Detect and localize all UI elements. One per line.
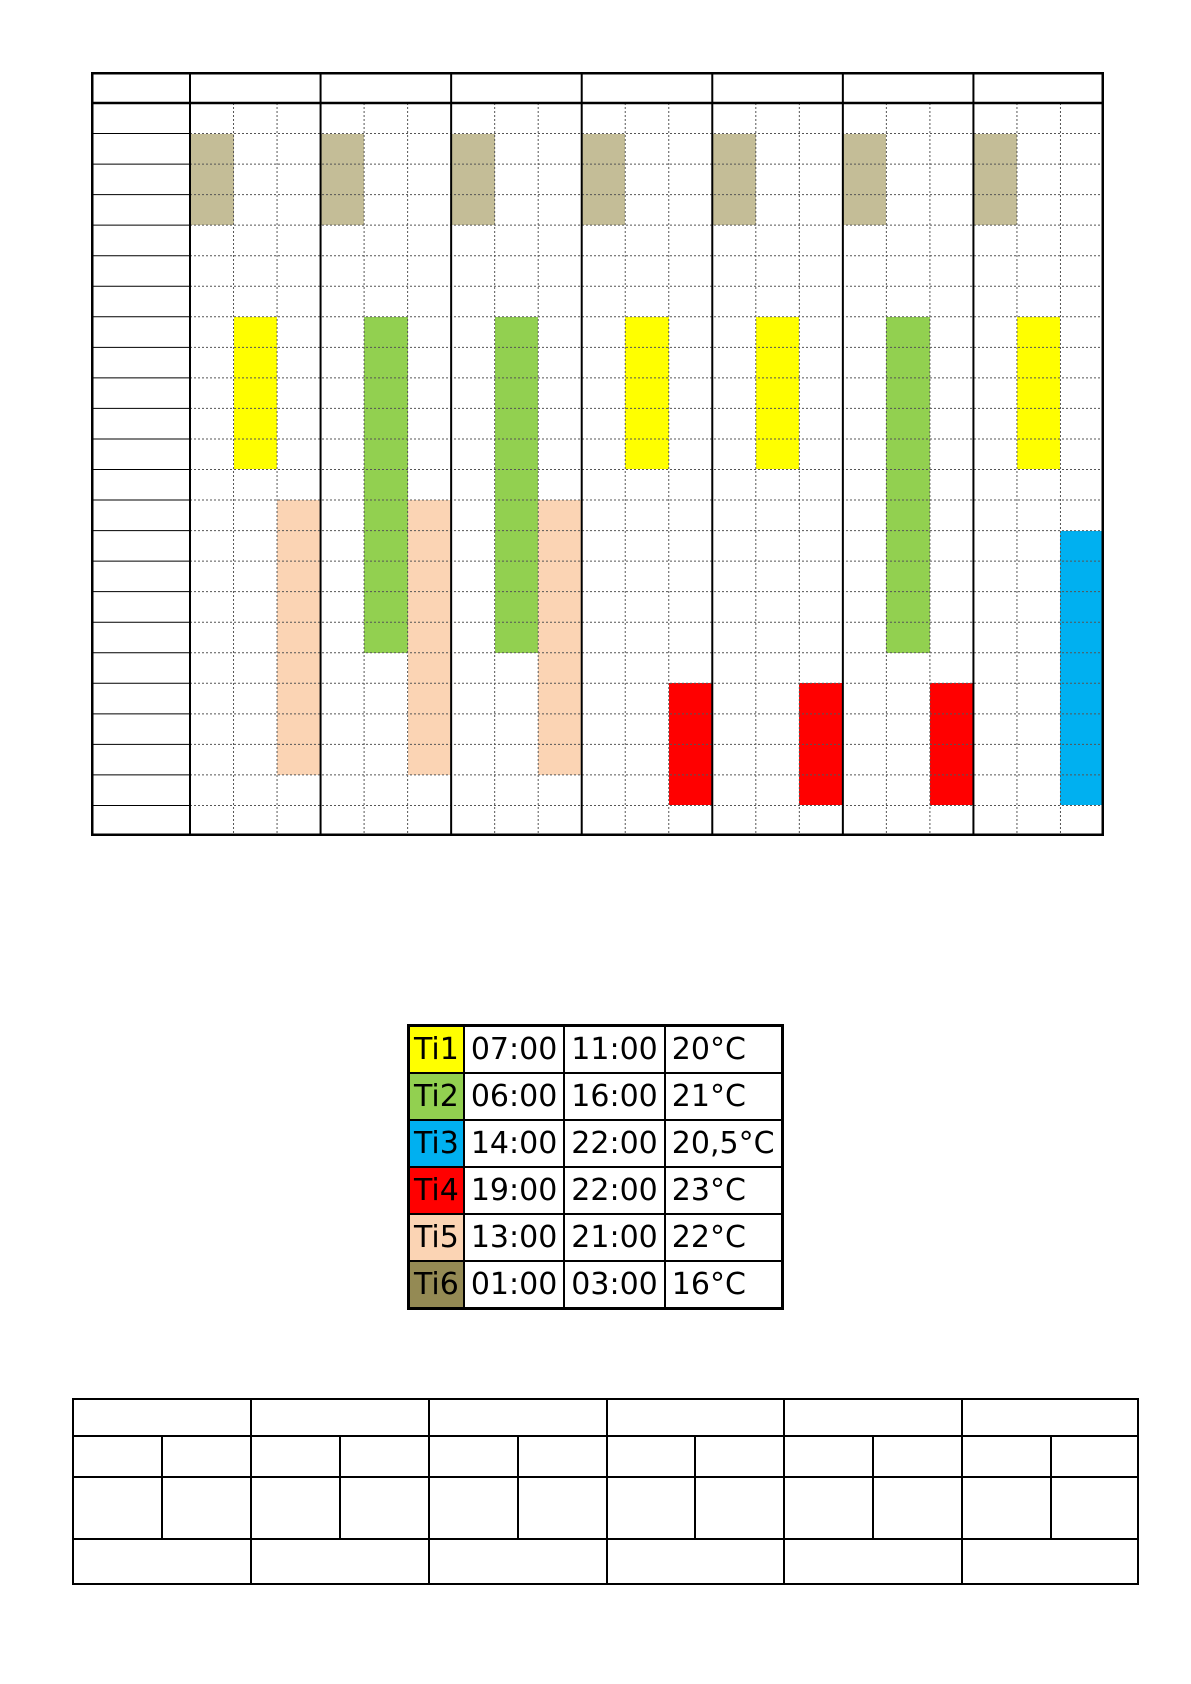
legend-name: Ti4 bbox=[407, 1166, 465, 1215]
weekly-schedule-grid bbox=[91, 72, 1104, 836]
hour-label bbox=[91, 531, 190, 562]
day-header-label bbox=[190, 72, 321, 103]
schedule-block bbox=[1060, 530, 1104, 806]
legend-start: 13:00 bbox=[462, 1213, 566, 1262]
day-header-label bbox=[451, 72, 582, 103]
legend-end: 22:00 bbox=[563, 1119, 666, 1168]
empty-table bbox=[72, 1398, 1139, 1585]
hour-label bbox=[91, 317, 190, 348]
table-line bbox=[72, 1398, 74, 1585]
hour-label bbox=[91, 683, 190, 714]
legend-temp: 16°C bbox=[663, 1260, 784, 1310]
table-line bbox=[338, 1435, 341, 1538]
schedule-block bbox=[842, 133, 887, 226]
legend-start: 01:00 bbox=[462, 1260, 566, 1310]
hour-label bbox=[91, 775, 190, 806]
table-line bbox=[516, 1435, 519, 1538]
hour-label bbox=[91, 256, 190, 287]
legend-name: Ti1 bbox=[407, 1024, 465, 1074]
hour-label bbox=[91, 347, 190, 378]
schedule-block bbox=[320, 133, 365, 226]
legend-row: Ti5 13:00 21:00 22°C bbox=[407, 1213, 784, 1262]
day-header-label bbox=[712, 72, 843, 103]
hour-label bbox=[91, 470, 190, 501]
legend-start: 06:00 bbox=[462, 1072, 566, 1121]
legend-row: Ti1 07:00 11:00 20°C bbox=[407, 1024, 784, 1074]
hour-label bbox=[91, 286, 190, 317]
legend-name: Ti3 bbox=[407, 1119, 465, 1168]
table-line bbox=[1050, 1435, 1053, 1538]
corner-header-label bbox=[91, 72, 190, 103]
table-line bbox=[694, 1435, 697, 1538]
hour-label bbox=[91, 622, 190, 653]
schedule-block bbox=[233, 316, 278, 470]
legend-name: Ti5 bbox=[407, 1213, 465, 1262]
hour-label bbox=[91, 378, 190, 409]
legend-temp: 23°C bbox=[663, 1166, 784, 1215]
hour-label bbox=[91, 408, 190, 439]
hour-label bbox=[91, 225, 190, 256]
day-header-label bbox=[582, 72, 713, 103]
legend-end: 21:00 bbox=[563, 1213, 666, 1262]
schedule-block bbox=[190, 133, 234, 226]
schedule-block bbox=[451, 133, 495, 226]
table-line bbox=[1137, 1398, 1139, 1585]
legend-end: 16:00 bbox=[563, 1072, 666, 1121]
schedule-block bbox=[581, 133, 626, 226]
legend-temp: 22°C bbox=[663, 1213, 784, 1262]
table-line bbox=[427, 1398, 430, 1585]
legend-start: 14:00 bbox=[462, 1119, 566, 1168]
legend-row: Ti2 06:00 16:00 21°C bbox=[407, 1072, 784, 1121]
hour-label bbox=[91, 653, 190, 684]
legend-row: Ti3 14:00 22:00 20,5°C bbox=[407, 1119, 784, 1168]
schedule-block bbox=[755, 316, 800, 470]
legend-start: 19:00 bbox=[462, 1166, 566, 1215]
legend-temp: 21°C bbox=[663, 1072, 784, 1121]
schedule-block bbox=[625, 316, 669, 470]
table-line bbox=[249, 1398, 252, 1585]
hour-label bbox=[91, 195, 190, 226]
hour-label bbox=[91, 103, 190, 134]
hour-label bbox=[91, 164, 190, 195]
schedule-block bbox=[712, 133, 756, 226]
legend-name: Ti2 bbox=[407, 1072, 465, 1121]
day-header-label bbox=[843, 72, 974, 103]
legend-end: 11:00 bbox=[563, 1024, 666, 1074]
legend-end: 03:00 bbox=[563, 1260, 666, 1310]
hour-label bbox=[91, 592, 190, 623]
legend-temp: 20°C bbox=[663, 1024, 784, 1074]
legend-name: Ti6 bbox=[407, 1260, 465, 1310]
legend-end: 22:00 bbox=[563, 1166, 666, 1215]
legend-table: Ti1 07:00 11:00 20°C Ti2 06:00 16:00 21°C Ti3 14:… bbox=[407, 1024, 784, 1310]
hour-label bbox=[91, 805, 190, 836]
hour-label bbox=[91, 714, 190, 745]
table-line bbox=[783, 1398, 786, 1585]
legend-row: Ti4 19:00 22:00 23°C bbox=[407, 1166, 784, 1215]
schedule-block bbox=[886, 316, 930, 653]
day-header-label bbox=[973, 72, 1104, 103]
table-line bbox=[160, 1435, 163, 1538]
day-header-label bbox=[321, 72, 452, 103]
legend-row: Ti6 01:00 03:00 16°C bbox=[407, 1260, 784, 1310]
schedule-block bbox=[364, 316, 408, 653]
grid-lines bbox=[91, 72, 1104, 836]
schedule-block bbox=[277, 500, 321, 775]
hour-label bbox=[91, 561, 190, 592]
schedule-block bbox=[494, 316, 539, 653]
table-line bbox=[961, 1398, 964, 1585]
schedule-block bbox=[407, 500, 452, 775]
legend-temp: 20,5°C bbox=[663, 1119, 784, 1168]
legend-start: 07:00 bbox=[462, 1024, 566, 1074]
schedule-block bbox=[538, 500, 582, 775]
table-line bbox=[605, 1398, 608, 1585]
schedule-block bbox=[973, 133, 1017, 226]
hour-label bbox=[91, 744, 190, 775]
schedule-block bbox=[1016, 316, 1061, 470]
table-line bbox=[872, 1435, 875, 1538]
hour-label bbox=[91, 500, 190, 531]
hour-label bbox=[91, 134, 190, 165]
hour-label bbox=[91, 439, 190, 470]
